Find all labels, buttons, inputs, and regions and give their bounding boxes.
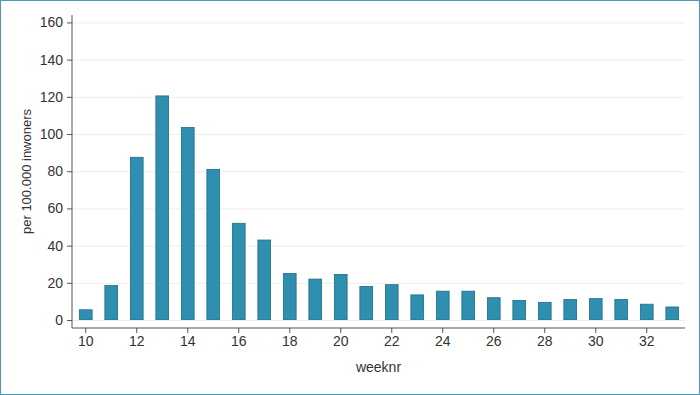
y-tick: 100 [40,126,72,142]
x-tick: 30 [588,328,604,349]
x-tick: 18 [282,328,298,349]
y-tick: 140 [40,52,72,68]
y-tick: 40 [47,238,72,254]
y-tick: 120 [40,89,72,105]
x-tick: 20 [333,328,349,349]
y-tick-mark [67,246,72,247]
x-tick-label: 32 [639,333,655,349]
x-tick-label: 12 [129,333,145,349]
bar [79,310,92,320]
x-tick: 16 [231,328,247,349]
x-tick: 24 [435,328,451,349]
x-tick-label: 26 [486,333,502,349]
bar [640,304,653,320]
bar [666,307,679,320]
y-axis-title: per 100.000 inwoners [19,108,34,234]
x-tick-label: 16 [231,333,247,349]
bar [589,299,602,320]
bar [462,291,475,320]
x-tick-label: 22 [384,333,400,349]
bar [207,169,220,320]
y-tick-mark [67,60,72,61]
y-tick-mark [67,171,72,172]
y-tick-label: 40 [47,238,63,254]
bar [436,291,449,320]
bars [79,96,678,320]
x-tick: 26 [486,328,502,349]
bar [105,286,118,320]
x-tick: 22 [384,328,400,349]
y-tick: 160 [40,14,72,30]
x-tick: 14 [180,328,196,349]
y-tick-mark [67,22,72,23]
y-tick-mark [67,208,72,209]
x-tick-label: 24 [435,333,451,349]
y-tick-label: 140 [40,52,64,68]
x-tick-label: 30 [588,333,604,349]
x-tick-label: 18 [282,333,298,349]
x-axis: 10 12 14 16 18 20 22 24 26 28 30 32 [72,328,685,349]
chart: 0 20 40 60 80 100 120 140 160 10 12 14 16 18 20 22 24 26 2… [0,0,700,395]
bar [615,300,628,320]
bar [487,298,500,320]
y-tick-mark [67,97,72,98]
bar [309,279,322,320]
y-tick: 60 [47,200,72,216]
bar [258,240,271,320]
frame [1,1,700,395]
bar [360,287,373,320]
x-tick-label: 20 [333,333,349,349]
grid-line [72,60,685,61]
grid [72,23,685,321]
bar [564,300,577,320]
bar [232,223,245,320]
y-axis: 0 20 40 60 80 100 120 140 160 [40,14,72,328]
bar [538,302,551,320]
y-tick: 20 [47,275,72,291]
x-tick: 12 [129,328,145,349]
y-tick-mark [67,320,72,321]
x-axis-line [72,328,685,329]
x-tick-label: 10 [78,333,94,349]
grid-line [72,320,685,321]
x-tick-label: 14 [180,333,196,349]
y-tick-label: 100 [40,126,64,142]
x-tick: 28 [537,328,553,349]
x-tick: 32 [639,328,655,349]
y-tick-mark [67,283,72,284]
grid-line [72,22,685,23]
y-tick-label: 20 [47,275,63,291]
bar [334,274,347,320]
bar [513,300,526,320]
y-tick: 0 [55,312,72,328]
y-tick-label: 160 [40,14,64,30]
bar [283,274,296,320]
bar [130,157,143,320]
bar [156,96,169,320]
y-tick: 80 [47,163,72,179]
bar [181,128,194,320]
y-tick-label: 80 [47,163,63,179]
y-tick-label: 120 [40,89,64,105]
x-axis-title: weeknr [355,359,401,375]
x-tick-label: 28 [537,333,553,349]
y-tick-mark [67,134,72,135]
bar [411,295,424,320]
y-tick-label: 0 [55,312,63,328]
x-tick: 10 [78,328,94,349]
bar [385,285,398,320]
y-tick-label: 60 [47,200,63,216]
